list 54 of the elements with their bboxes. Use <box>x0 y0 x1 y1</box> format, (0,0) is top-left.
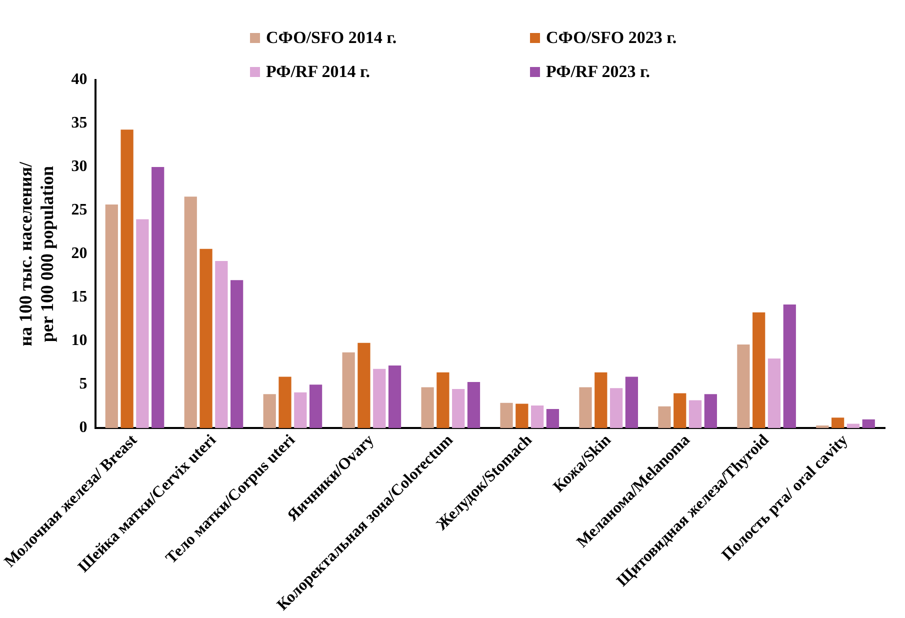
bar <box>752 312 766 428</box>
bar <box>768 358 781 428</box>
bar <box>294 392 307 428</box>
bar <box>278 376 292 428</box>
bar <box>452 388 465 428</box>
y-tick-label: 30 <box>71 158 88 176</box>
legend-label: СФО/SFO 2023 г. <box>546 28 677 47</box>
legend-label: СФО/SFO 2014 г. <box>266 28 397 47</box>
bar <box>152 167 164 428</box>
bar <box>531 405 544 428</box>
bar <box>832 418 844 428</box>
bar <box>610 388 623 428</box>
bar <box>120 130 134 428</box>
bar <box>546 408 560 428</box>
y-tick-label: 0 <box>79 419 88 436</box>
bar <box>658 406 671 428</box>
bar <box>674 393 686 428</box>
bar <box>105 204 118 428</box>
bar <box>688 400 702 428</box>
bar <box>500 402 513 428</box>
bar <box>862 419 875 428</box>
y-tick-label: 20 <box>71 245 88 262</box>
bar <box>625 376 638 428</box>
bar <box>846 424 860 428</box>
y-tick-label: 25 <box>71 202 88 219</box>
bar <box>184 196 197 428</box>
bar <box>230 280 244 428</box>
y-tick-label: 10 <box>71 332 88 350</box>
bar <box>579 387 592 428</box>
y-tick-label: 5 <box>79 376 88 393</box>
y-tick-label: 40 <box>71 71 88 88</box>
y-axis-title: на 100 тыс. населения/ per 100 000 population <box>16 160 58 346</box>
bar <box>421 387 434 428</box>
bar <box>342 352 355 428</box>
bar <box>816 425 829 428</box>
bar <box>594 372 608 428</box>
legend-label: РФ/RF 2023 г. <box>546 62 650 81</box>
legend-label: РФ/RF 2014 г. <box>266 62 370 81</box>
bar <box>215 261 228 428</box>
bar <box>263 394 276 428</box>
bar <box>467 382 480 428</box>
y-tick-label: 15 <box>71 288 88 306</box>
bar <box>200 248 212 428</box>
bar <box>358 342 370 428</box>
bar <box>737 344 750 428</box>
bar <box>516 404 528 428</box>
bar <box>704 394 717 428</box>
bar <box>436 372 450 428</box>
bar <box>309 384 322 428</box>
bar <box>136 219 149 428</box>
y-tick-label: 35 <box>71 114 88 132</box>
bar <box>388 365 402 428</box>
bar <box>783 304 796 428</box>
bar <box>373 368 386 428</box>
